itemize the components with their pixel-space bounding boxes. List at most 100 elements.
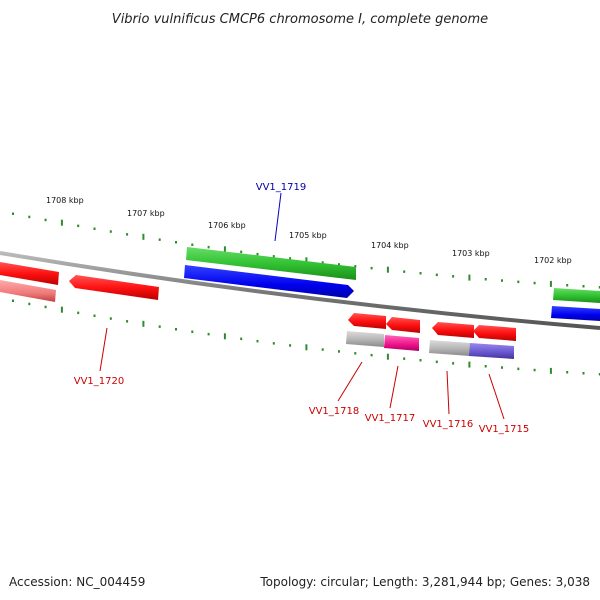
- scale-minor-tick: [321, 348, 324, 351]
- gene-label-vv1-1716[interactable]: VV1_1716: [423, 419, 474, 430]
- scale-minor-tick: [419, 272, 422, 275]
- scale-minor-tick: [403, 270, 406, 273]
- scale-minor-tick: [338, 350, 340, 353]
- scale-major-tick: [60, 306, 63, 313]
- gene-label-vv1-1719[interactable]: VV1_1719: [256, 182, 307, 193]
- scale-major-tick: [223, 246, 226, 253]
- scale-minor-tick: [501, 366, 503, 369]
- scale-minor-tick: [77, 224, 80, 228]
- scale-minor-tick: [533, 368, 536, 372]
- scale-major-tick: [305, 344, 308, 351]
- accession-text: Accession: NC_004459: [9, 575, 145, 589]
- scale-minor-tick: [484, 365, 487, 368]
- scale-major-tick: [386, 266, 389, 273]
- scale-major-tick: [468, 361, 471, 368]
- forward-gene-right[interactable]: [551, 306, 600, 321]
- scale-major-tick: [142, 233, 145, 240]
- scale-label-1706: 1706 kbp: [208, 221, 246, 230]
- scale-minor-tick: [566, 284, 569, 287]
- chromosome-backbone: [0, 251, 600, 330]
- scale-minor-tick: [44, 218, 47, 222]
- gene-label-vv1-1718[interactable]: VV1_1718: [309, 406, 360, 417]
- reverse-gene-vv1-1717[interactable]: [386, 317, 420, 333]
- scale-minor-tick: [517, 280, 520, 284]
- scale-minor-tick: [370, 353, 373, 357]
- scale-minor-tick: [93, 314, 96, 317]
- scale-minor-tick: [338, 263, 340, 266]
- forward-cds-vv1-1719[interactable]: [186, 247, 356, 280]
- scale-minor-tick: [191, 330, 194, 333]
- scale-minor-tick: [289, 344, 292, 347]
- scale-minor-tick: [191, 243, 194, 246]
- scale-minor-tick: [354, 265, 357, 268]
- scale-minor-tick: [452, 275, 455, 278]
- scale-minor-tick: [12, 212, 14, 215]
- scale-minor-tick: [370, 266, 373, 270]
- scale-minor-tick: [175, 241, 177, 244]
- scale-minor-tick: [109, 230, 112, 233]
- reverse-gene-vv1-1718[interactable]: [348, 313, 386, 329]
- reverse-cds-vv1-1715[interactable]: [469, 343, 514, 359]
- scale-minor-tick: [272, 255, 275, 258]
- scale-minor-tick: [321, 261, 324, 264]
- gene-label-vv1-1717[interactable]: VV1_1717: [365, 413, 416, 424]
- forward-cds-right[interactable]: [553, 288, 600, 303]
- scale-minor-tick: [240, 337, 243, 341]
- scale-minor-tick: [207, 245, 210, 249]
- scale-major-tick: [305, 257, 308, 264]
- scale-minor-tick: [272, 342, 275, 345]
- reverse-cds-left-edge[interactable]: [0, 280, 56, 302]
- map-title: Vibrio vulnificus CMCP6 chromosome I, co…: [112, 12, 488, 27]
- forward-gene-vv1-1719[interactable]: [184, 265, 354, 298]
- scale-minor-tick: [403, 357, 406, 360]
- scale-minor-tick: [256, 339, 259, 343]
- gene-label-vv1-1720[interactable]: VV1_1720: [74, 376, 125, 387]
- scale-major-tick: [60, 219, 63, 226]
- leader-vv1-1720: [99, 327, 108, 372]
- scale-minor-tick: [158, 325, 161, 328]
- scale-label-1703: 1703 kbp: [452, 249, 490, 258]
- scale-minor-tick: [484, 278, 487, 281]
- scale-minor-tick: [435, 273, 438, 277]
- scale-minor-tick: [452, 362, 455, 365]
- scale-major-tick: [142, 320, 145, 327]
- scale-label-1704: 1704 kbp: [371, 241, 409, 250]
- scale-minor-tick: [12, 299, 14, 302]
- inner-scale-ticks: [12, 299, 600, 376]
- scale-minor-tick: [175, 328, 177, 331]
- scale-major-tick: [549, 367, 552, 374]
- scale-major-tick: [223, 333, 226, 340]
- reverse-gene-vv1-1716[interactable]: [432, 322, 474, 338]
- scale-minor-tick: [126, 320, 129, 323]
- scale-label-1702: 1702 kbp: [534, 256, 572, 265]
- leader-vv1-1716: [446, 370, 450, 415]
- scale-label-1707: 1707 kbp: [127, 209, 165, 218]
- scale-label-1705: 1705 kbp: [289, 231, 327, 240]
- leader-vv1-1717: [389, 365, 399, 409]
- reverse-cds-vv1-1716[interactable]: [429, 340, 470, 356]
- scale-minor-tick: [598, 373, 600, 376]
- reverse-gene-vv1-1720[interactable]: [69, 275, 159, 300]
- scale-minor-tick: [582, 285, 585, 288]
- topology-text: Topology: circular; Length: 3,281,944 bp…: [259, 575, 590, 589]
- reverse-cds-vv1-1718[interactable]: [346, 331, 384, 347]
- gene-label-vv1-1715[interactable]: VV1_1715: [479, 424, 530, 435]
- scale-minor-tick: [109, 317, 112, 320]
- scale-minor-tick: [158, 238, 161, 241]
- scale-minor-tick: [598, 286, 600, 289]
- reverse-gene-left-edge[interactable]: [0, 262, 59, 285]
- reverse-cds-vv1-1717[interactable]: [384, 335, 419, 351]
- scale-label-1708: 1708 kbp: [46, 196, 84, 205]
- scale-major-tick: [386, 353, 389, 360]
- scale-major-tick: [549, 280, 552, 287]
- scale-minor-tick: [77, 311, 80, 315]
- scale-minor-tick: [354, 352, 357, 355]
- scale-minor-tick: [207, 332, 210, 336]
- scale-minor-tick: [582, 372, 585, 375]
- scale-minor-tick: [28, 302, 31, 306]
- scale-minor-tick: [28, 215, 31, 219]
- scale-minor-tick: [501, 279, 503, 282]
- outer-scale-ticks: [12, 212, 600, 289]
- reverse-gene-vv1-1715[interactable]: [473, 325, 516, 341]
- scale-minor-tick: [419, 359, 422, 362]
